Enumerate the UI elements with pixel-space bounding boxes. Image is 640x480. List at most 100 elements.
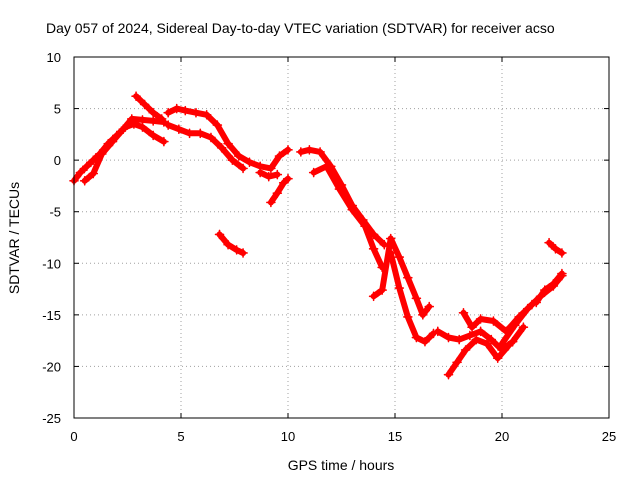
data-point-marker [171,103,182,114]
data-point-marker [274,151,285,161]
data-point-marker [223,138,233,149]
y-tick-label: -20 [42,359,61,374]
data-point-marker [233,151,244,161]
y-tick-label: -25 [42,411,61,426]
data-point-marker [174,124,184,134]
y-tick-label: -10 [42,256,61,271]
data-point-marker [308,167,319,178]
data-point-marker [368,244,379,254]
data-point-marker [471,334,482,345]
data-point-marker [458,307,469,318]
data-point-marker [206,132,216,143]
data-point-marker [126,114,137,124]
data-point-marker [482,338,492,349]
series-trace [387,250,437,345]
data-point-marker [557,268,567,279]
y-tick-label: 10 [47,50,61,65]
data-point-marker [272,188,283,198]
data-point-marker [321,161,332,172]
data-point-marker [510,320,520,330]
y-tick-label: -5 [49,205,61,220]
series-track-k [368,233,435,320]
data-point-marker [82,161,92,172]
data-point-marker [156,114,167,124]
data-point-marker [548,279,559,289]
data-point-marker [231,245,242,255]
data-point-marker [433,326,443,337]
data-point-marker [212,120,223,130]
data-point-marker [360,221,370,231]
x-tick-label: 10 [281,429,295,444]
y-tick-label: 0 [54,153,61,168]
data-point-marker [385,248,396,258]
data-point-marker [518,322,529,333]
data-point-marker [443,369,454,380]
x-tick-label: 15 [388,429,402,444]
data-point-marker [475,326,486,337]
data-point-marker [452,357,462,368]
series-trace [310,163,386,271]
series-track-l [385,248,439,347]
axis-ticks: 0 5 10 15 20 25 10 5 0 -5 -10 -15 -20 -25 [42,50,616,444]
data-point-marker [347,204,357,215]
series-track-f [214,229,248,258]
data-point-marker [79,175,90,186]
data-point-marker [163,120,173,130]
data-point-marker [394,252,405,262]
series-track-h [266,173,293,208]
data-point-marker [214,229,225,240]
y-axis-label: SDTVAR / TECUs [6,182,22,294]
data-point-marker [411,293,422,304]
series-track-c [131,91,167,124]
data-point-marker [195,128,206,139]
data-point-marker [201,109,212,120]
x-tick-label: 25 [602,429,616,444]
series-track-n [443,334,514,380]
data-point-marker [263,171,274,182]
data-point-marker [403,272,413,283]
series-track-g [255,167,283,182]
plot-frame [73,56,610,419]
data-point-marker [131,91,141,101]
data-point-marker [159,136,169,147]
data-point-marker [88,168,99,179]
data-point-marker [266,197,276,208]
data-point-marker [227,155,238,165]
series-track-r [544,237,567,258]
data-point-marker [238,163,248,174]
series-track-j [308,161,387,273]
series-track-b [79,114,169,186]
data-point-marker [75,167,86,178]
data-point-marker [377,285,387,295]
data-point-marker [278,178,289,188]
series-track-d [163,103,293,174]
data-point-marker [97,149,107,159]
data-point-marker [492,353,503,363]
data-point-marker [531,297,542,308]
data-point-marker [488,316,499,326]
x-tick-label: 20 [495,429,509,444]
data-point-marker [465,330,475,341]
data-point-marker [411,332,422,343]
data-point-marker [137,115,148,125]
x-tick-label: 0 [70,429,77,444]
chart-title: Day 057 of 2024, Sidereal Day-to-day VTE… [46,20,555,36]
data-series [69,91,567,380]
series-trace [267,175,291,206]
data-point-marker [223,239,233,250]
data-point-marker [507,336,518,347]
data-point-marker [244,157,255,168]
data-point-marker [180,105,191,116]
data-point-marker [550,244,561,254]
data-point-marker [460,345,471,355]
data-point-marker [148,116,158,126]
data-point-marker [418,310,428,320]
data-point-marker [497,338,507,349]
data-point-marker [118,124,129,134]
series-track-e [163,120,248,174]
data-point-marker [403,312,413,322]
data-point-marker [467,322,477,333]
data-point-marker [420,336,430,347]
y-tick-label: 5 [54,102,61,117]
